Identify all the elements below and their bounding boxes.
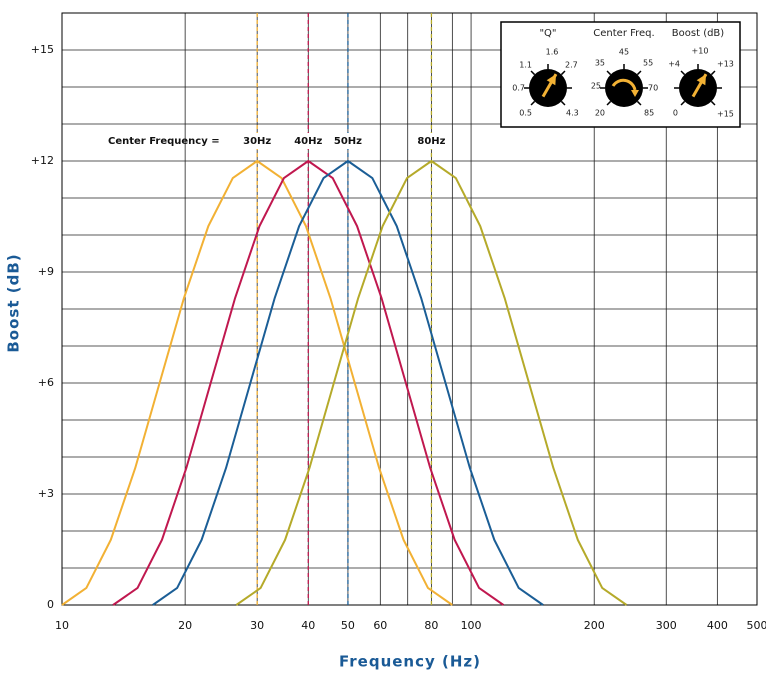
knob-label: +10	[692, 47, 709, 56]
x-tick-label: 10	[55, 619, 69, 632]
knob-label: 2.7	[565, 61, 578, 70]
label-bg	[292, 133, 325, 149]
x-tick-label: 300	[656, 619, 677, 632]
knob-label: +4	[668, 60, 680, 69]
knob-label: 0	[673, 109, 678, 118]
knob-label: 0.7	[512, 84, 525, 93]
x-tick-label: 400	[707, 619, 728, 632]
knob-arrowhead	[546, 74, 556, 86]
knob-label: 55	[643, 59, 653, 68]
x-tick-label: 100	[461, 619, 482, 632]
plot-frame	[61, 12, 758, 606]
knob-tick	[606, 100, 612, 106]
knob-tick	[636, 100, 642, 106]
knob-tick	[560, 100, 566, 106]
knob-label: 20	[595, 109, 605, 118]
curve	[152, 160, 544, 606]
y-axis-title: Boost (dB)	[5, 253, 23, 352]
knob-arrowhead	[631, 90, 639, 97]
curve	[235, 160, 628, 606]
y-tick-label: 0	[47, 598, 54, 611]
knob-label: 35	[595, 59, 605, 68]
label-bg	[331, 133, 364, 149]
knob-title: "Q"	[539, 28, 556, 39]
curve	[112, 160, 505, 606]
knob-label: +15	[717, 110, 734, 119]
x-tick-label: 80	[424, 619, 438, 632]
x-tick-label: 20	[178, 619, 192, 632]
knob-tick	[560, 70, 566, 76]
knob-label: 85	[644, 109, 654, 118]
knob-tick	[710, 100, 716, 106]
knob-arrowhead	[696, 74, 706, 86]
y-tick-label: +3	[38, 487, 54, 500]
x-tick-label: 500	[747, 619, 766, 632]
series-label: 30Hz	[243, 136, 271, 147]
knob-tick	[636, 70, 642, 76]
knob-arc	[611, 78, 637, 91]
knob-tick	[680, 100, 686, 106]
x-axis-title: Frequency (Hz)	[339, 653, 481, 671]
label-bg	[241, 133, 274, 149]
curve	[61, 160, 453, 606]
annotation: Center Frequency =	[108, 136, 220, 147]
y-tick-label: +9	[38, 265, 54, 278]
x-tick-label: 40	[301, 619, 315, 632]
y-tick-label: +12	[31, 154, 54, 167]
series-label: 80Hz	[417, 136, 445, 147]
knob-tick	[530, 70, 536, 76]
knob-label: 1.6	[546, 48, 559, 57]
knob-tick	[606, 70, 612, 76]
knob-label: +13	[717, 60, 734, 69]
knob-title: Center Freq.	[593, 28, 654, 39]
knob-label: 0.5	[519, 109, 532, 118]
series-label: 50Hz	[334, 136, 362, 147]
x-tick-label: 30	[250, 619, 264, 632]
x-tick-label: 50	[341, 619, 355, 632]
knob	[605, 69, 643, 107]
x-tick-label: 60	[373, 619, 387, 632]
y-tick-label: +6	[38, 376, 54, 389]
knob-label: 4.3	[566, 109, 579, 118]
knob-tick	[710, 70, 716, 76]
y-tick-label: +15	[31, 43, 54, 56]
knob-label: 70	[648, 84, 658, 93]
label-bg	[415, 133, 448, 149]
knob-label: 1.1	[519, 61, 532, 70]
knob-label: 25	[591, 82, 601, 91]
knob-title: Boost (dB)	[672, 28, 725, 39]
x-tick-label: 200	[584, 619, 605, 632]
knob-tick	[530, 100, 536, 106]
knob-tick	[680, 70, 686, 76]
series-label: 40Hz	[294, 136, 322, 147]
knob-label: 45	[619, 48, 629, 57]
